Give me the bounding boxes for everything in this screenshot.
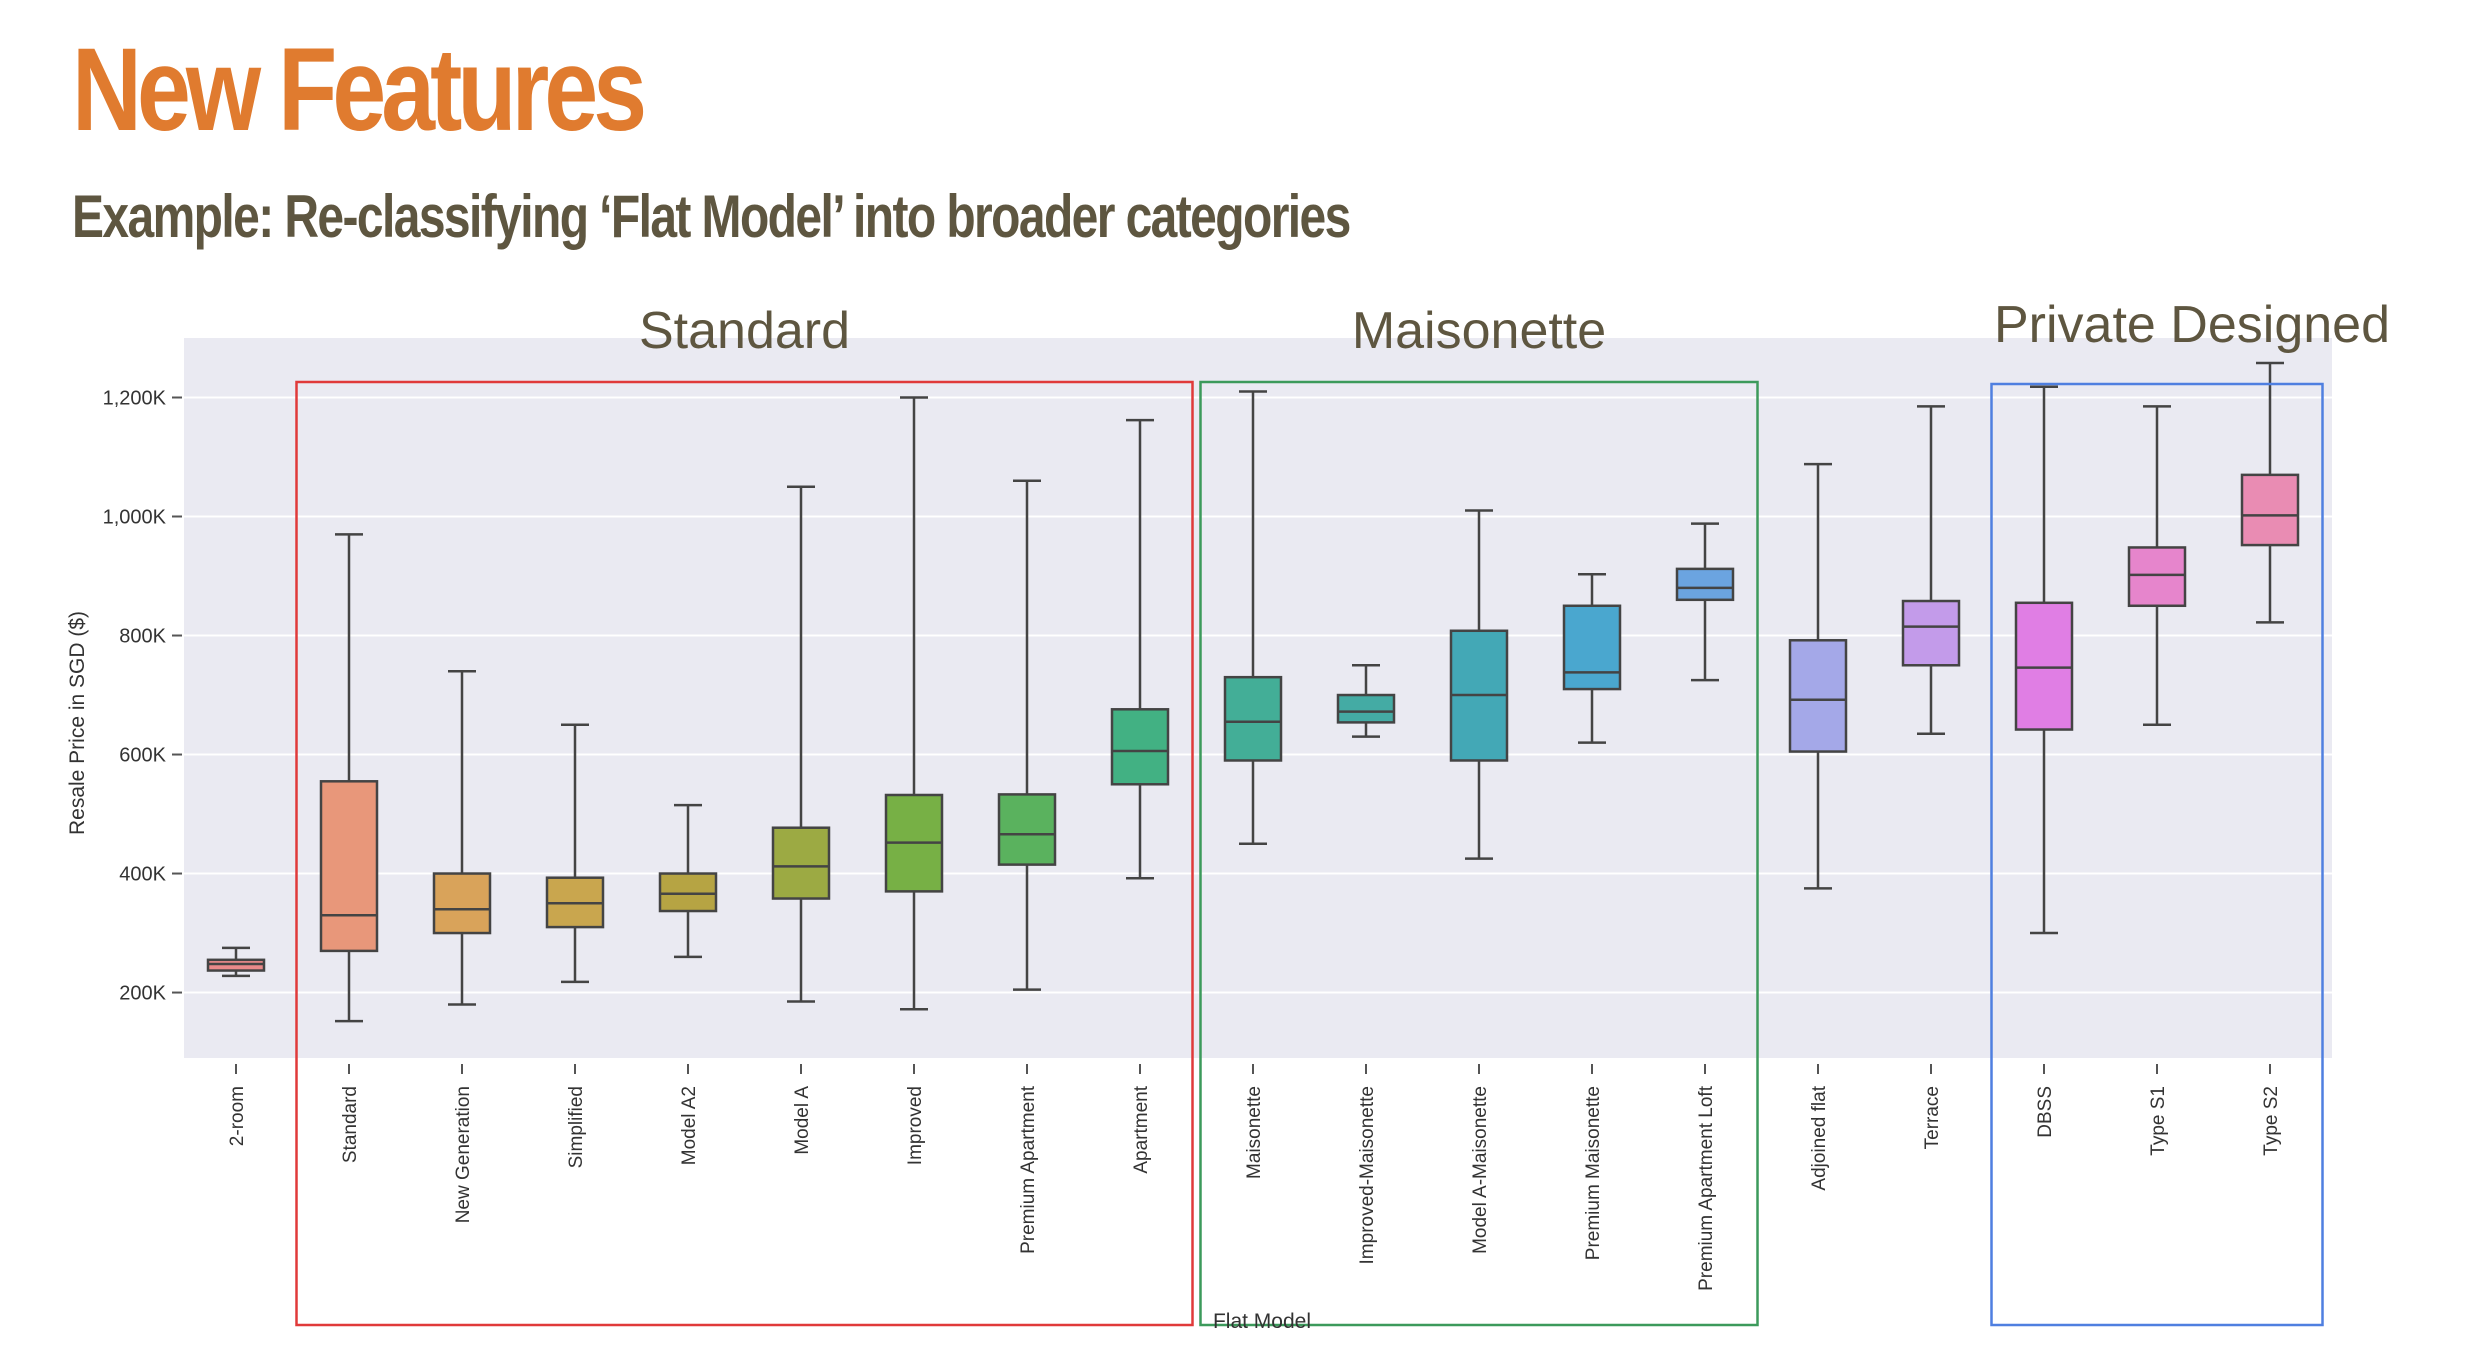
- group-box-2: [1199, 380, 1759, 1327]
- x-tick-label: Premium Apartment Loft: [1696, 1085, 1717, 1291]
- iqr-box: [1901, 599, 1961, 667]
- box-1: [206, 946, 266, 978]
- slide-title: New Features: [72, 24, 647, 156]
- x-tick-label: 2-room: [227, 1086, 248, 1146]
- y-tick-label: 1,200K: [103, 388, 167, 410]
- y-tick-label: 800K: [119, 626, 166, 648]
- box-19: [2240, 361, 2300, 624]
- group-label-2: Maisonette: [1352, 302, 1606, 360]
- x-tick-label: Model A2: [679, 1086, 700, 1165]
- box-5: [658, 803, 718, 959]
- box-series: [206, 361, 2300, 1023]
- iqr-box: [1110, 708, 1170, 786]
- iqr-box: [1675, 567, 1735, 602]
- y-tick-label: 200K: [119, 983, 166, 1005]
- box-12: [1449, 509, 1509, 860]
- x-tick-label: Model A-Maisonette: [1470, 1086, 1491, 1254]
- box-3: [432, 669, 492, 1006]
- x-tick-label: Terrace: [1922, 1086, 1943, 1149]
- iqr-box: [658, 872, 718, 913]
- slide-subtitle: Example: Re-classifying ‘Flat Model’ int…: [72, 183, 1351, 250]
- x-axis-label: Flat Model: [1213, 1310, 1311, 1333]
- iqr-box: [2127, 546, 2187, 608]
- box-18: [2127, 405, 2187, 727]
- box-4: [545, 723, 605, 984]
- iqr-box: [771, 826, 831, 900]
- iqr-box: [319, 780, 379, 953]
- box-7: [884, 396, 944, 1011]
- x-axis: 2-room Standard New Generation Simplified Mo…: [227, 1064, 2282, 1291]
- y-tick-label: 400K: [119, 864, 166, 886]
- x-tick-label: DBSS: [2035, 1086, 2056, 1138]
- iqr-box: [2240, 473, 2300, 547]
- group-label-1: Standard: [639, 302, 850, 360]
- y-axis-label: Resale Price in SGD ($): [66, 611, 89, 835]
- x-tick-label: Premium Maisonette: [1583, 1086, 1604, 1260]
- box-16: [1901, 405, 1961, 735]
- group-box-1: [295, 380, 1194, 1327]
- iqr-box: [1223, 675, 1283, 762]
- x-tick-label: New Generation: [453, 1086, 474, 1223]
- x-tick-label: Simplified: [566, 1086, 587, 1168]
- x-tick-label: Standard: [340, 1086, 361, 1163]
- x-tick-label: Improved: [905, 1086, 926, 1165]
- box-11: [1336, 664, 1396, 738]
- iqr-box: [1562, 604, 1622, 691]
- box-10: [1223, 390, 1283, 846]
- y-tick-label: 1,000K: [103, 507, 167, 529]
- iqr-box: [1788, 639, 1848, 753]
- iqr-box: [2014, 601, 2074, 731]
- x-tick-label: Maisonette: [1244, 1086, 1265, 1179]
- box-17: [2014, 385, 2074, 935]
- x-tick-label: Type S2: [2261, 1086, 2282, 1156]
- y-tick-label: 600K: [119, 745, 166, 767]
- iqr-box: [1336, 693, 1396, 724]
- x-tick-label: Apartment: [1131, 1085, 1152, 1173]
- x-tick-label: Model A: [792, 1086, 813, 1155]
- iqr-box: [432, 872, 492, 935]
- box-8: [997, 479, 1057, 991]
- box-9: [1110, 418, 1170, 880]
- box-14: [1675, 522, 1735, 682]
- group-label-3: Private Designed: [1994, 296, 2390, 354]
- x-tick-label: Improved-Maisonette: [1357, 1086, 1378, 1264]
- gridlines: [184, 396, 2332, 994]
- x-tick-label: Adjoined flat: [1809, 1085, 1830, 1190]
- y-axis: 200K 400K 600K 800K 1,000K 1,200K: [103, 388, 182, 1005]
- box-15: [1788, 462, 1848, 890]
- group-box-3: [1990, 382, 2324, 1327]
- x-tick-label: Premium Apartment: [1018, 1085, 1039, 1254]
- iqr-box: [997, 793, 1057, 866]
- box-6: [771, 485, 831, 1003]
- category-groups: Standard Maisonette Private Designed: [295, 296, 2390, 1327]
- box-13: [1562, 572, 1622, 744]
- box-2: [319, 533, 379, 1023]
- x-tick-label: Type S1: [2148, 1086, 2169, 1156]
